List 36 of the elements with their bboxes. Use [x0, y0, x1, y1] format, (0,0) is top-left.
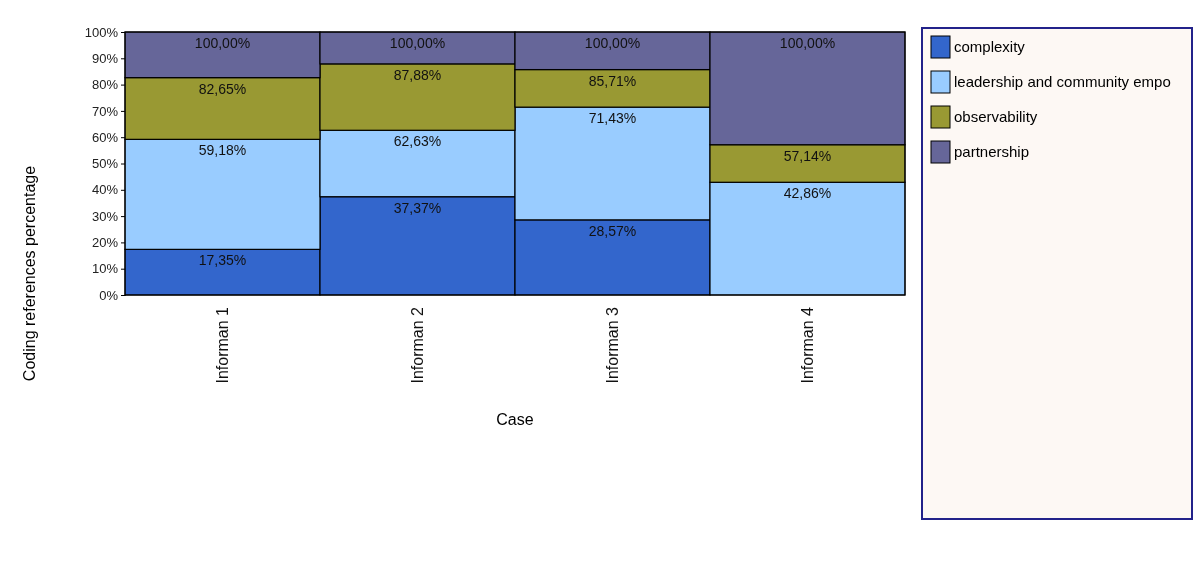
y-tick-label: 70% — [91, 103, 119, 119]
annotation: 87,88% — [393, 66, 442, 83]
annotation: 100,00% — [194, 35, 251, 51]
annotation: 59,18% — [198, 142, 247, 159]
x-tick-label: Informan 2 — [409, 306, 427, 384]
y-tick-label: 90% — [91, 50, 119, 66]
y-tick-label: 50% — [91, 156, 119, 172]
y-tick-label: 60% — [91, 129, 119, 145]
annotation: 28,57% — [588, 222, 637, 239]
y-tick-label: 30% — [91, 208, 119, 224]
x-axis-title: Case — [496, 411, 534, 428]
legend-label: leadership and community empo — [954, 73, 1171, 90]
annotation: 71,43% — [588, 110, 637, 127]
y-tick-label: 80% — [91, 77, 119, 93]
y-tick-label: 10% — [91, 261, 119, 277]
annotation: 17,35% — [198, 252, 247, 269]
annotation: 82,65% — [198, 80, 247, 97]
annotation: 100,00% — [389, 35, 446, 51]
annotation: 42,86% — [783, 185, 832, 202]
y-tick-label: 40% — [91, 182, 119, 198]
x-tick-label: Informan 4 — [799, 306, 817, 384]
annotation: 57,14% — [783, 147, 832, 164]
annotation: 85,71% — [588, 72, 637, 89]
x-tick-label: Informan 1 — [214, 306, 232, 384]
annotation: 62,63% — [393, 133, 442, 150]
annotation: 37,37% — [393, 199, 442, 216]
annotation: 100,00% — [584, 35, 641, 51]
legend-label: complexity — [954, 38, 1026, 55]
y-tick-label: 20% — [91, 235, 119, 251]
y-axis-title: Coding references percentage — [21, 165, 38, 382]
legend-label: observability — [954, 108, 1038, 125]
y-tick-label: 0% — [99, 287, 119, 303]
legend-label: partnership — [954, 143, 1030, 160]
x-tick-label: Informan 3 — [604, 306, 622, 384]
y-tick-label: 100% — [84, 24, 119, 40]
annotation: 100,00% — [779, 35, 836, 51]
